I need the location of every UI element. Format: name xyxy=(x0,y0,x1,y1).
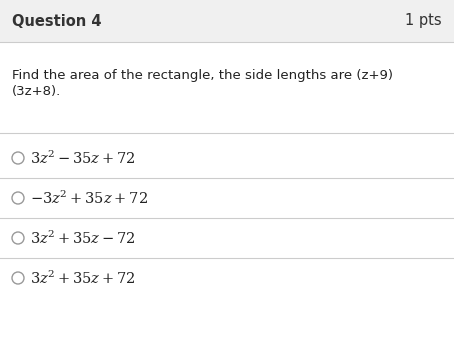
Text: (3z+8).: (3z+8). xyxy=(12,84,61,97)
Text: $-3z^2 + 35z + 72$: $-3z^2 + 35z + 72$ xyxy=(30,189,148,207)
Text: $3z^2 + 35z + 72$: $3z^2 + 35z + 72$ xyxy=(30,269,136,287)
Text: $3z^2 - 35z + 72$: $3z^2 - 35z + 72$ xyxy=(30,149,136,167)
Text: Question 4: Question 4 xyxy=(12,13,102,28)
Text: $3z^2 + 35z - 72$: $3z^2 + 35z - 72$ xyxy=(30,229,136,247)
Bar xyxy=(0,0,454,42)
Text: 1 pts: 1 pts xyxy=(405,13,442,28)
Text: Find the area of the rectangle, the side lengths are (z+9): Find the area of the rectangle, the side… xyxy=(12,68,393,81)
